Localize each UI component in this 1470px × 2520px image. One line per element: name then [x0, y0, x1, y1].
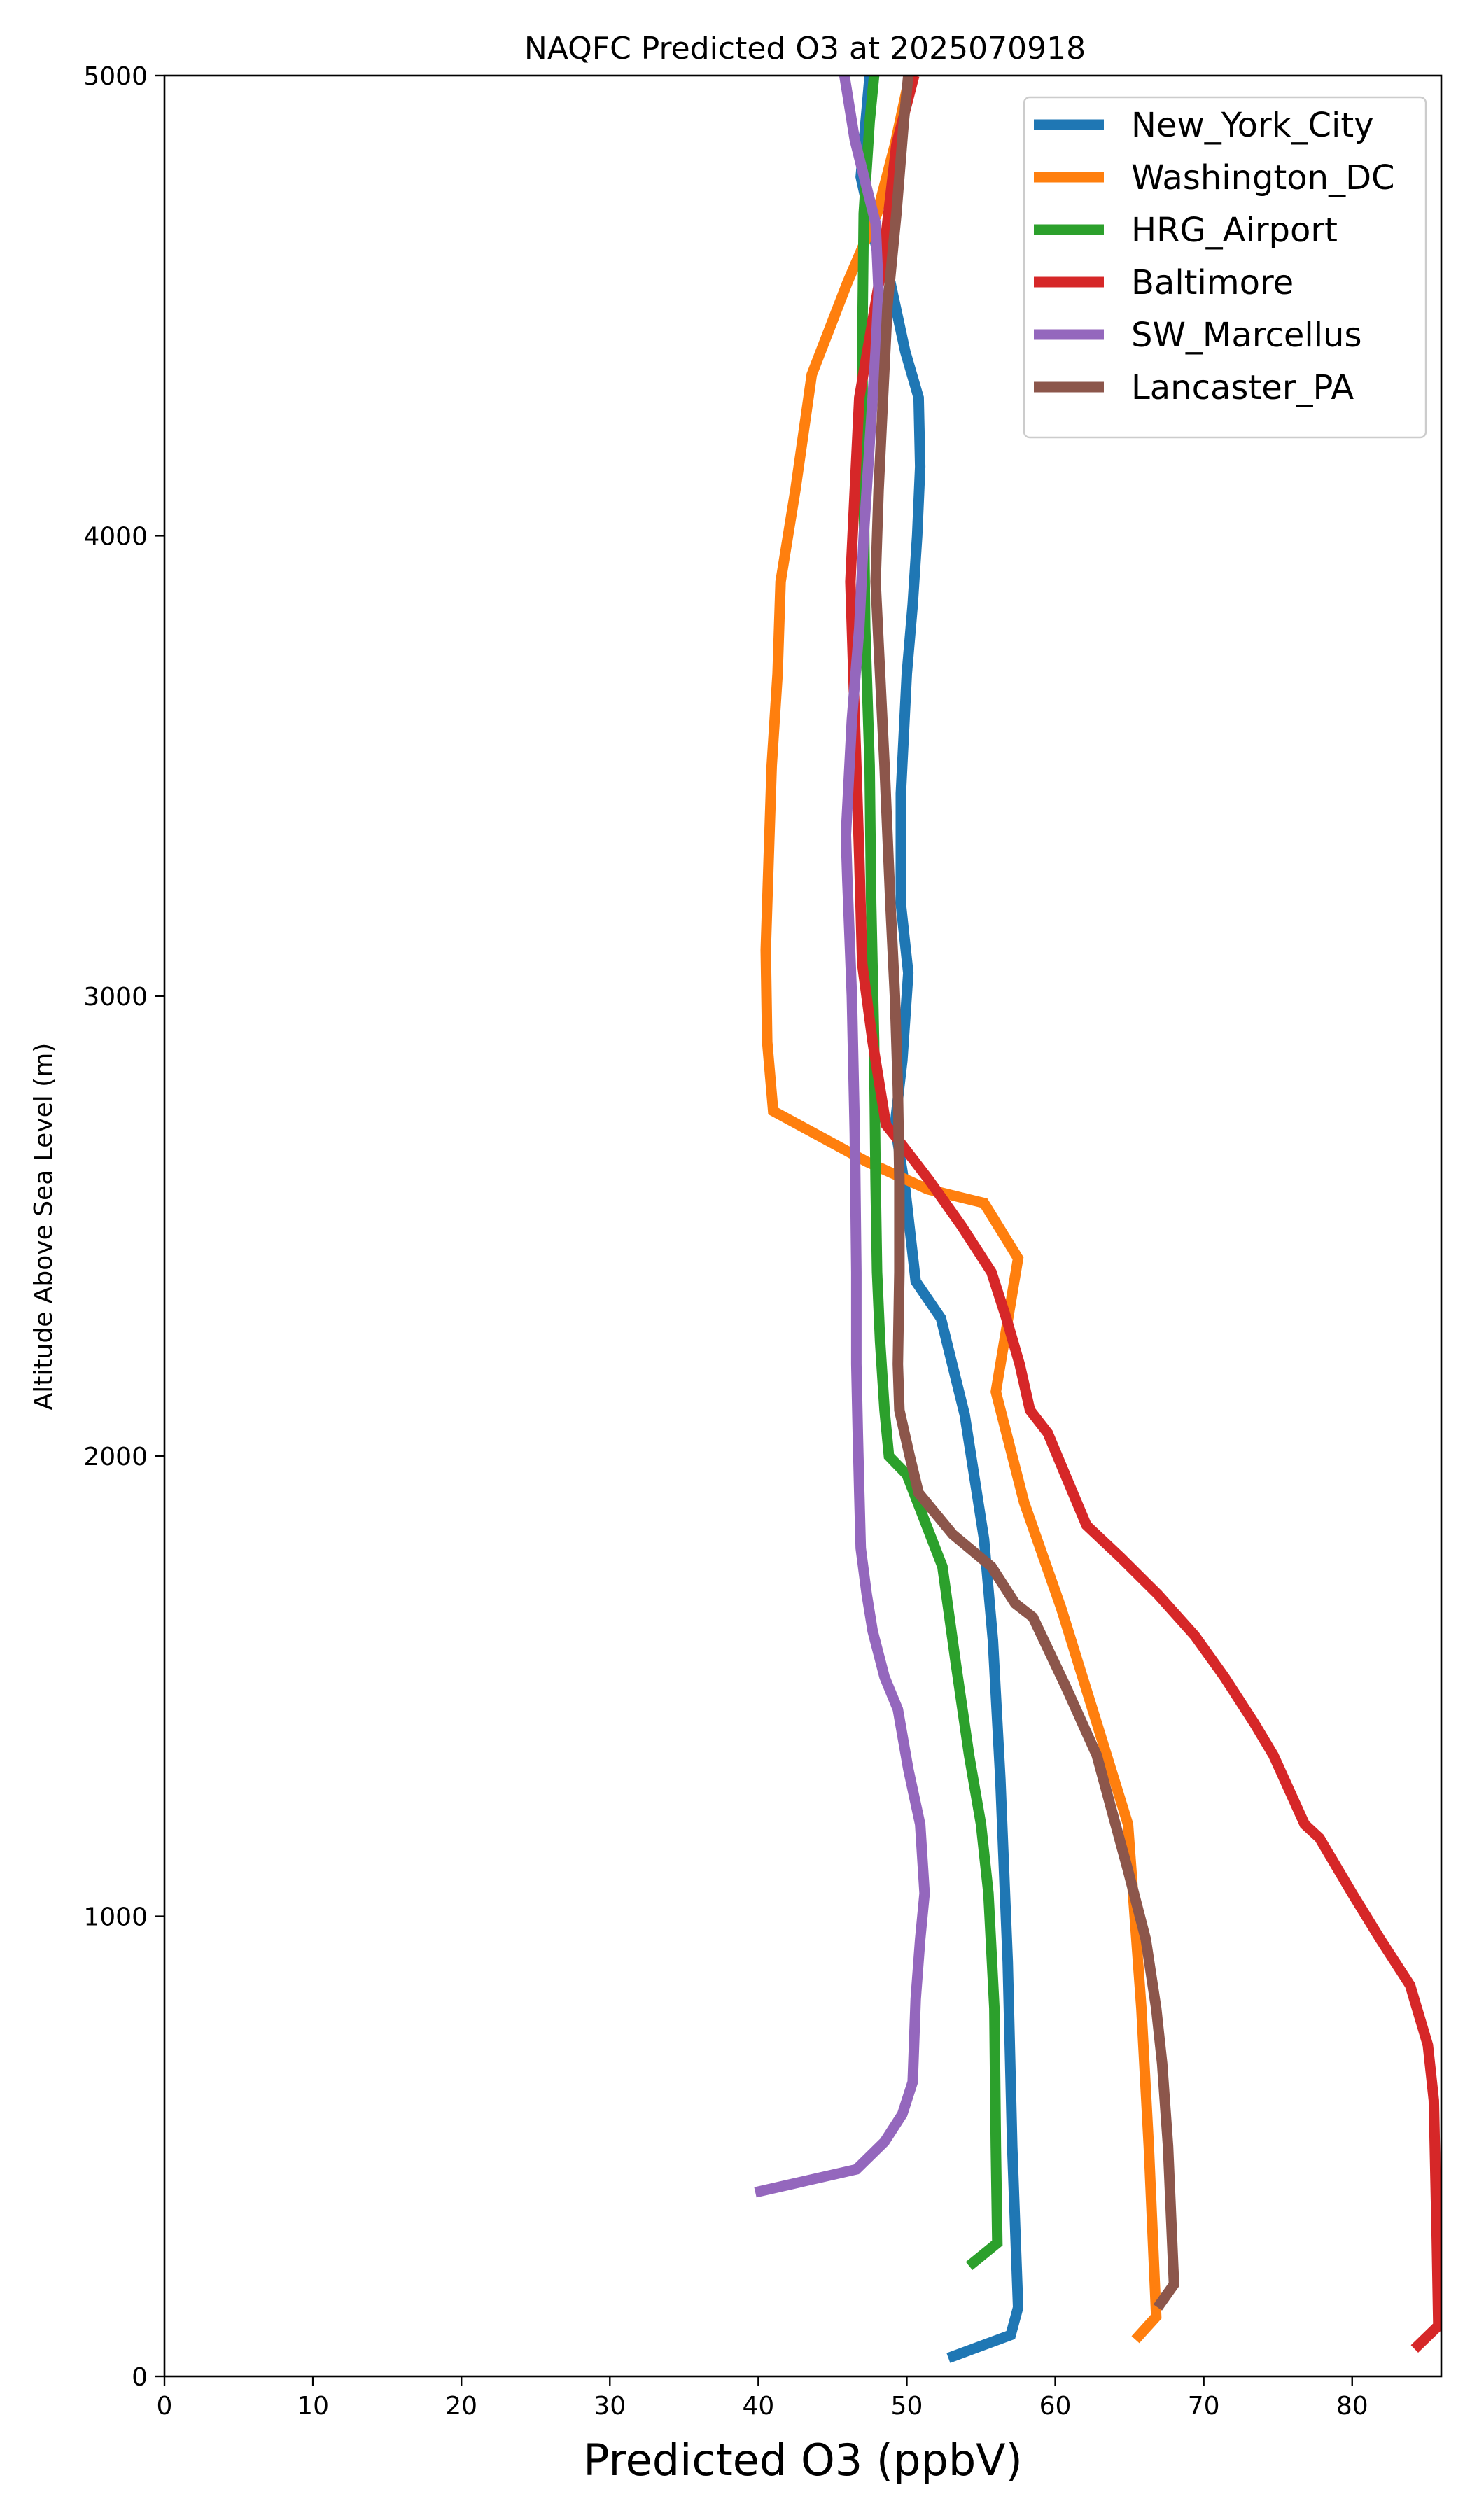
y-axis: 0 1000 2000 3000 4000 5000 [83, 62, 164, 2392]
legend-label-lancaster-pa: Lancaster_PA [1131, 368, 1354, 407]
x-tick-label: 20 [445, 2392, 477, 2421]
x-tick-label: 0 [157, 2392, 173, 2421]
y-tick-label: 3000 [83, 983, 148, 1011]
legend-box [1023, 96, 1427, 439]
series-lines [754, 76, 1441, 2363]
chart-title: NAQFC Predicted O3 at 2025070918 [524, 31, 1086, 66]
y-tick-label: 4000 [83, 522, 148, 551]
series-line-sw-marcellus [754, 76, 930, 2198]
y-axis-label: Altitude Above Sea Level (m) [29, 1043, 58, 1410]
series-line-new-york-city [855, 76, 1024, 2363]
series-line-lancaster-pa [870, 76, 1180, 2311]
legend: New_York_City Washington_DC HRG_Airport Bal… [1023, 96, 1427, 439]
legend-label-sw-marcellus: SW_Marcellus [1131, 316, 1362, 355]
x-axis: 0 10 20 30 40 50 60 70 80 [157, 2376, 1368, 2421]
series-line-baltimore [845, 76, 1441, 2353]
legend-label-hrg-airport: HRG_Airport [1131, 211, 1338, 250]
plot-frame [163, 74, 1443, 2378]
legend-label-baltimore: Baltimore [1131, 263, 1294, 302]
x-tick-label: 30 [594, 2392, 626, 2421]
x-tick-label: 70 [1188, 2392, 1220, 2421]
series-line-washington-dc [760, 76, 1162, 2344]
x-axis-label: Predicted O3 (ppbV) [583, 2435, 1023, 2486]
y-tick-label: 1000 [83, 1903, 148, 1932]
legend-label-washington-dc: Washington_DC [1131, 158, 1395, 197]
y-tick-label: 0 [132, 2363, 148, 2392]
y-tick-label: 2000 [83, 1443, 148, 1471]
x-tick-label: 50 [891, 2392, 923, 2421]
x-tick-label: 80 [1336, 2392, 1368, 2421]
x-tick-label: 40 [742, 2392, 774, 2421]
y-tick-label: 5000 [83, 62, 148, 91]
legend-label-new-york-city: New_York_City [1131, 106, 1374, 145]
x-tick-label: 10 [297, 2392, 329, 2421]
x-tick-label: 60 [1040, 2392, 1072, 2421]
